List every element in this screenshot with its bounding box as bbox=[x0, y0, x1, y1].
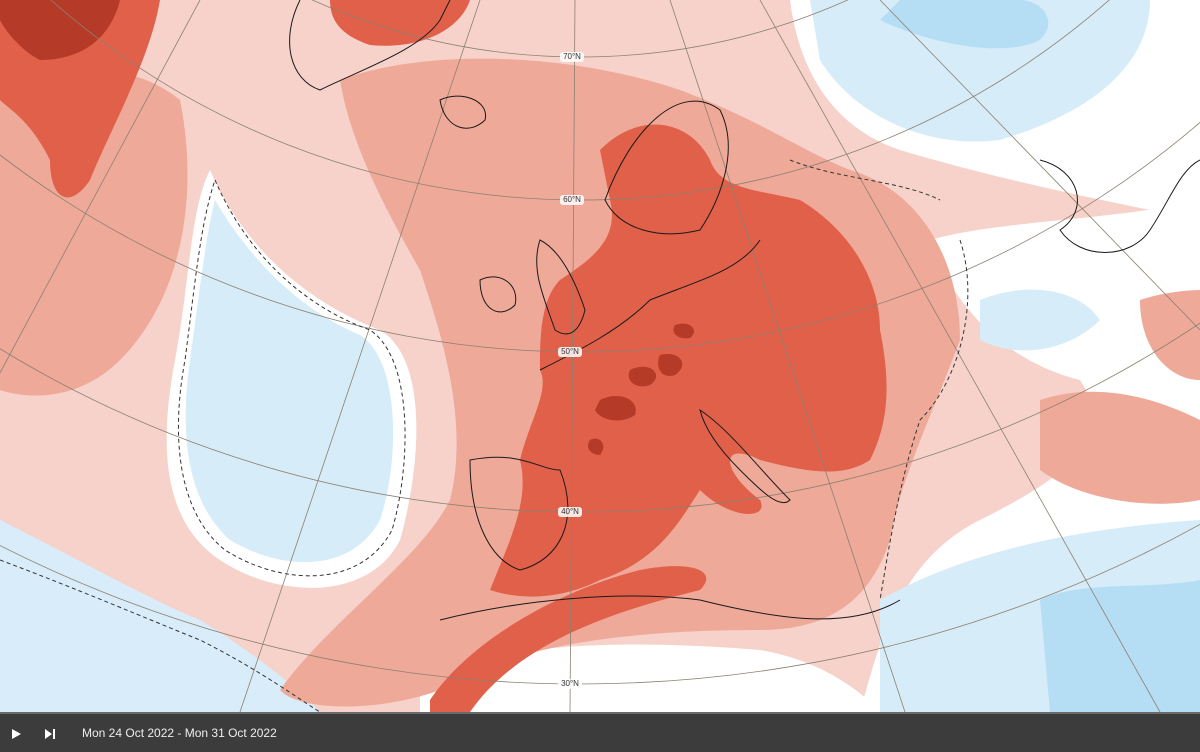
meridian bbox=[239, 0, 481, 712]
label-bg bbox=[558, 507, 582, 517]
coastline bbox=[699, 408, 791, 504]
anomaly-area bbox=[0, 0, 120, 60]
contour bbox=[879, 239, 969, 601]
anomaly-area bbox=[420, 644, 880, 712]
meridian bbox=[759, 0, 1161, 712]
latitude-label: 60°N bbox=[563, 195, 581, 204]
zero-contours bbox=[0, 159, 969, 712]
coastline bbox=[479, 276, 517, 313]
latitude-label: 30°N bbox=[561, 679, 579, 688]
play-button[interactable] bbox=[6, 724, 26, 744]
latitude-label: 50°N bbox=[561, 347, 579, 356]
anomaly-area bbox=[880, 0, 1049, 49]
anomaly-area bbox=[0, 520, 320, 712]
coastline bbox=[1039, 159, 1200, 253]
anomaly-area bbox=[980, 289, 1100, 351]
latitude-label: 70°N bbox=[563, 52, 581, 61]
coastline bbox=[469, 456, 569, 571]
player-bar: Mon 24 Oct 2022 - Mon 31 Oct 2022 bbox=[0, 712, 1200, 752]
anomaly-area bbox=[1140, 290, 1200, 380]
meridian bbox=[0, 0, 201, 374]
anomaly-area bbox=[490, 124, 887, 597]
anomaly-map: 70°N 60°N 50°N 40°N 30°N bbox=[0, 0, 1200, 712]
coastline bbox=[439, 595, 901, 621]
label-bg bbox=[558, 347, 582, 357]
label-bg bbox=[558, 679, 582, 689]
latitude-labels: 70°N 60°N 50°N 40°N 30°N bbox=[558, 52, 584, 689]
meridian bbox=[669, 0, 906, 712]
contour bbox=[177, 178, 406, 577]
coastline bbox=[536, 239, 586, 335]
anomaly-area bbox=[810, 0, 1150, 142]
anomaly-area bbox=[1040, 580, 1200, 712]
meridian bbox=[879, 0, 1200, 331]
latitude-label: 40°N bbox=[561, 507, 579, 516]
coastline bbox=[289, 0, 451, 91]
coastlines bbox=[289, 0, 1200, 621]
anomaly-area bbox=[1040, 391, 1200, 504]
anomaly-area bbox=[430, 566, 707, 712]
date-range: Mon 24 Oct 2022 - Mon 31 Oct 2022 bbox=[82, 726, 277, 740]
anomaly-area bbox=[588, 323, 695, 455]
anomaly-area bbox=[330, 0, 470, 46]
next-button[interactable] bbox=[40, 724, 60, 744]
label-bg bbox=[560, 195, 584, 205]
label-bg bbox=[560, 52, 584, 62]
anomaly-area bbox=[185, 200, 394, 563]
coastline bbox=[604, 100, 729, 235]
coastline bbox=[439, 95, 486, 129]
